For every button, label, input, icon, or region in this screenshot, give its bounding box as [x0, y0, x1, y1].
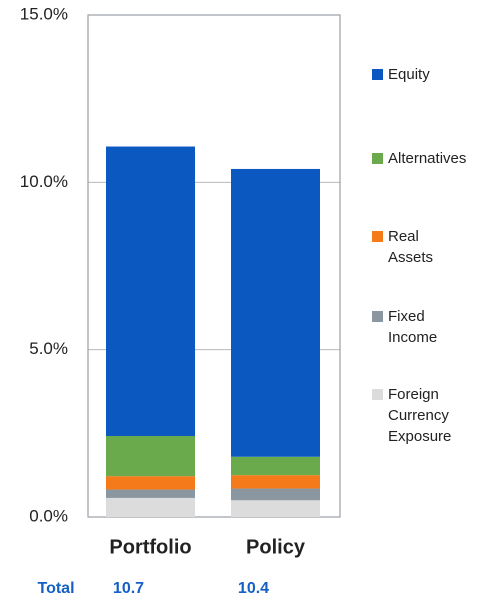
bar-segment: [231, 168, 320, 457]
y-tick-label: 0.0%: [29, 506, 68, 525]
legend-swatch: [372, 153, 383, 164]
bar-segment: [106, 146, 195, 437]
bar-segment: [106, 436, 195, 477]
bar-segment: [106, 497, 195, 517]
legend-label: Equity: [388, 66, 430, 83]
y-tick-label: 5.0%: [29, 339, 68, 358]
x-tick-label: Policy: [246, 536, 306, 558]
total-value: 10.4: [238, 580, 269, 597]
legend-swatch: [372, 231, 383, 242]
bar-segment: [106, 489, 195, 498]
y-tick-label: 10.0%: [20, 172, 68, 191]
legend-label: Foreign Currency Exposure: [388, 386, 452, 445]
total-label: Total: [37, 580, 74, 597]
legend-swatch: [372, 389, 383, 400]
legend-label: Fixed Income: [388, 308, 438, 346]
bar-segment: [231, 456, 320, 476]
legend-swatch: [372, 69, 383, 80]
total-value: 10.7: [113, 580, 144, 597]
legend-swatch: [372, 311, 383, 322]
y-tick-label: 15.0%: [20, 4, 68, 23]
legend-label: Real Assets: [388, 228, 434, 266]
plot-border: [87, 14, 341, 518]
bar-segment: [231, 475, 320, 489]
bar-segment: [231, 500, 320, 517]
x-tick-label: Portfolio: [109, 536, 191, 558]
legend-label: Alternatives: [388, 150, 467, 167]
bar-segment: [106, 476, 195, 490]
bar-segment: [231, 488, 320, 501]
